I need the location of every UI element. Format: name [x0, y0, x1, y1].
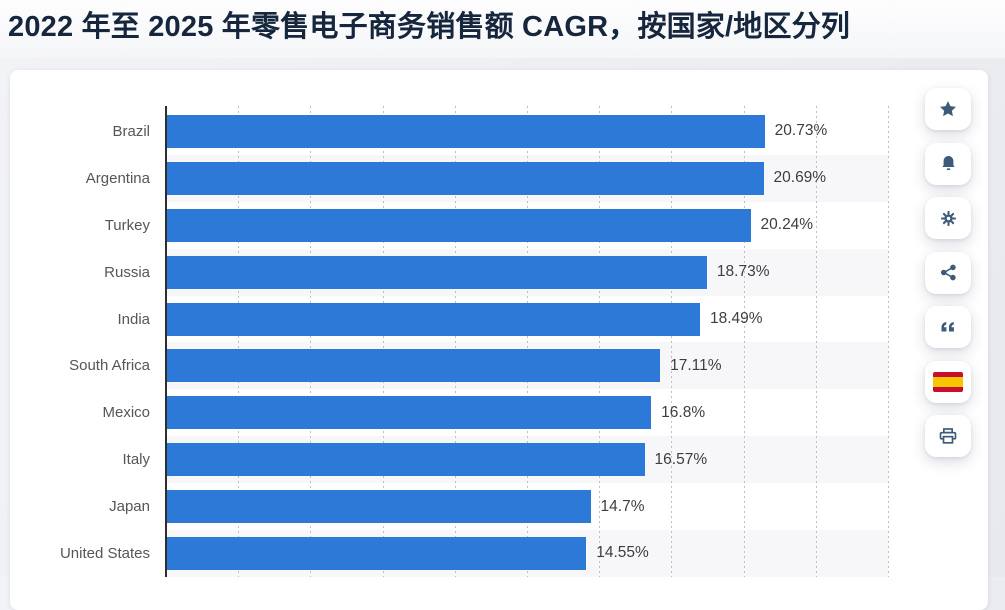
category-label: Turkey — [104, 216, 150, 234]
bar-japan[interactable] — [166, 490, 591, 524]
bar-russia[interactable] — [166, 255, 707, 289]
chart-card: Brazil 20.73% Argentina 20.69% Turkey 20.24% R… — [10, 70, 988, 610]
category-label: Mexico — [102, 404, 150, 422]
category-label: India — [117, 310, 150, 328]
favorite-button[interactable] — [925, 88, 971, 130]
category-label: South Africa — [69, 357, 150, 375]
value-label: 20.24% — [760, 216, 814, 234]
chart-row-argentina: Argentina 20.69% — [10, 154, 988, 202]
bar-south-africa[interactable] — [166, 349, 661, 383]
chart-row-mexico: Mexico 16.8% — [10, 389, 988, 436]
gear-icon — [939, 209, 958, 228]
y-axis-line — [165, 106, 167, 577]
row-band: 20.73% — [166, 108, 888, 155]
bar-turkey[interactable] — [166, 208, 751, 242]
share-icon — [939, 263, 958, 282]
page-title: 2022 年至 2025 年零售电子商务销售额 CAGR，按国家/地区分列 — [8, 11, 851, 43]
printer-icon — [938, 426, 958, 446]
category-label: Japan — [109, 498, 150, 516]
language-spanish-button[interactable] — [925, 360, 971, 403]
chart-row-brazil: Brazil 20.73% — [10, 108, 988, 155]
chart-row-russia: Russia 18.73% — [10, 248, 988, 296]
bar-chart: Brazil 20.73% Argentina 20.69% Turkey 20.24% R… — [10, 108, 988, 577]
bell-icon — [939, 154, 958, 173]
chart-row-italy: Italy 16.57% — [10, 436, 988, 484]
category-label: Argentina — [85, 169, 150, 187]
side-toolbar — [925, 88, 971, 457]
bar-united-states[interactable] — [166, 537, 587, 571]
row-band: 14.55% — [166, 530, 888, 577]
value-label: 16.8% — [661, 403, 706, 421]
row-band: 20.69% — [166, 154, 888, 202]
value-label: 18.73% — [716, 263, 770, 281]
chart-row-united-states: United States 14.55% — [10, 530, 988, 577]
row-band: 16.8% — [166, 389, 888, 436]
page-header: 2022 年至 2025 年零售电子商务销售额 CAGR，按国家/地区分列 — [0, 0, 1005, 58]
spain-flag-icon — [933, 371, 963, 392]
cite-button[interactable] — [925, 306, 971, 348]
category-label: Russia — [104, 263, 150, 281]
value-label: 14.55% — [596, 544, 649, 562]
row-band: 14.7% — [166, 483, 888, 530]
value-label: 18.49% — [709, 310, 763, 327]
row-band: 18.49% — [166, 296, 888, 343]
chart-row-japan: Japan 14.7% — [10, 483, 988, 530]
quote-icon — [938, 317, 958, 337]
row-band: 18.73% — [166, 248, 888, 296]
value-label: 16.57% — [654, 450, 708, 468]
value-label: 14.7% — [600, 497, 645, 515]
settings-button[interactable] — [925, 197, 971, 239]
bar-india[interactable] — [166, 302, 700, 336]
bar-italy[interactable] — [166, 443, 645, 477]
print-button[interactable] — [925, 415, 971, 457]
category-label: Brazil — [112, 122, 150, 140]
value-label: 17.11% — [670, 356, 722, 374]
value-label: 20.69% — [773, 169, 827, 187]
chart-row-india: India 18.49% — [10, 296, 988, 343]
chart-row-south-africa: South Africa 17.11% — [10, 342, 988, 390]
value-label: 20.73% — [774, 122, 828, 140]
bar-argentina[interactable] — [166, 161, 764, 195]
row-band: 16.57% — [166, 436, 888, 484]
share-button[interactable] — [925, 251, 971, 294]
alerts-button[interactable] — [925, 142, 971, 185]
star-icon — [938, 99, 958, 119]
bar-brazil[interactable] — [166, 115, 765, 148]
category-label: Italy — [122, 451, 150, 469]
row-band: 20.24% — [166, 202, 888, 249]
category-label: United States — [59, 544, 150, 562]
bar-mexico[interactable] — [166, 396, 652, 430]
chart-row-turkey: Turkey 20.24% — [10, 202, 988, 249]
row-band: 17.11% — [166, 342, 888, 390]
